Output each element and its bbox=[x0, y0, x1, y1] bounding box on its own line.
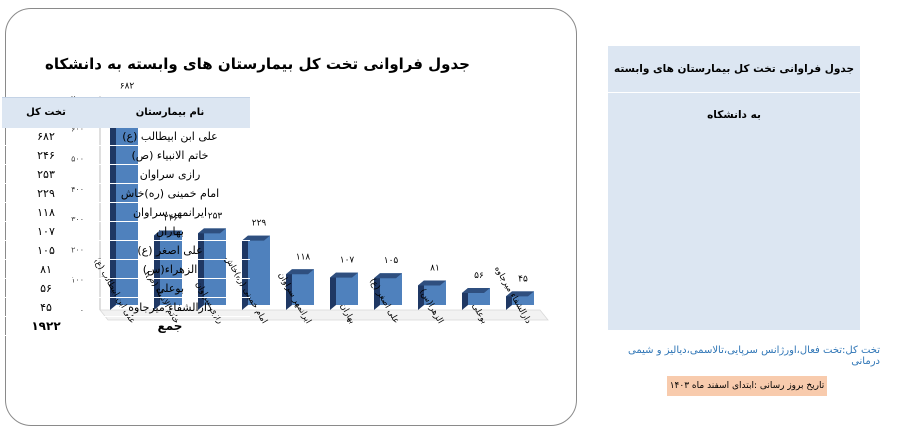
bar bbox=[336, 272, 358, 305]
update-date-note: تاریخ بروز رسانی :ابتدای اسفند ماه ۱۴۰۳ bbox=[667, 376, 827, 396]
footnote: تخت کل:تخت فعال،اورژانس سرپایی،تالاسمی،د… bbox=[628, 345, 880, 367]
bar-top bbox=[506, 291, 534, 297]
beds-count-cell: ۸۱ bbox=[2, 259, 90, 279]
bar bbox=[292, 269, 314, 305]
table-row: الزهراء(س) ۸۱ bbox=[2, 259, 250, 279]
bar-top bbox=[374, 273, 402, 279]
bar-value-label: ۱۰۵ bbox=[384, 256, 399, 266]
bar-top bbox=[330, 272, 358, 278]
hospital-name-cell: علی اصغر (ع) bbox=[90, 240, 250, 260]
table-row: دارالشفاء میرجاوه ۴۵ bbox=[2, 297, 250, 317]
bar-value-label: ۵۶ bbox=[474, 271, 484, 281]
bar-value-label: ۱۰۷ bbox=[340, 256, 355, 266]
total-label-cell: جمع bbox=[90, 316, 250, 336]
bar bbox=[424, 280, 446, 305]
beds-count-cell: ۵۶ bbox=[2, 278, 90, 298]
beds-count-cell: ۴۵ bbox=[2, 297, 90, 317]
hospital-name-cell: ایرانمهر سراوان bbox=[90, 202, 250, 222]
table-row: بوعلی ۵۶ bbox=[2, 278, 250, 298]
table-row: علی اصغر (ع) ۱۰۵ bbox=[2, 240, 250, 260]
beds-count-cell: ۲۲۹ bbox=[2, 183, 90, 203]
beds-table: علی ابن ابیطالب (ع) ۶۸۲ خاتم الانبیاء (ص) ۲… bbox=[2, 127, 250, 336]
table-row: بهاران ۱۰۷ bbox=[2, 221, 250, 241]
bar bbox=[380, 273, 402, 305]
beds-count-cell: ۱۰۷ bbox=[2, 221, 90, 241]
hospital-name-cell: بوعلی bbox=[90, 278, 250, 298]
bar-value-label: ۲۲۹ bbox=[252, 219, 267, 229]
chart-title: جدول فراوانی تخت کل بیمارستان های وابسته… bbox=[44, 55, 470, 73]
bar bbox=[248, 235, 270, 305]
bar-side bbox=[286, 269, 292, 310]
beds-count-cell: ۲۵۳ bbox=[2, 164, 90, 184]
hospital-name-cell: دارالشفاء میرجاوه bbox=[90, 297, 250, 317]
bar-top bbox=[462, 288, 490, 294]
bar-side bbox=[330, 272, 336, 310]
bar-value-label: ۶۸۲ bbox=[120, 81, 135, 91]
hospital-name-cell: امام خمینی (ره)خاش bbox=[90, 183, 250, 203]
bar-top bbox=[286, 269, 314, 275]
table-row: رازی سراوان ۲۵۳ bbox=[2, 164, 250, 184]
column-header-beds: تخت کل bbox=[26, 107, 66, 118]
beds-count-cell: ۲۴۶ bbox=[2, 145, 90, 165]
table-row: امام خمینی (ره)خاش ۲۲۹ bbox=[2, 183, 250, 203]
total-value-cell: ۱۹۲۲ bbox=[2, 316, 90, 336]
hospital-name-cell: علی ابن ابیطالب (ع) bbox=[90, 127, 250, 146]
bar-value-label: ۴۵ bbox=[518, 274, 528, 284]
hospital-name-cell: بهاران bbox=[90, 221, 250, 241]
beds-count-cell: ۶۸۲ bbox=[2, 127, 90, 146]
table-row: خاتم الانبیاء (ص) ۲۴۶ bbox=[2, 145, 250, 165]
hospital-name-cell: رازی سراوان bbox=[90, 164, 250, 184]
bar-value-label: ۸۱ bbox=[430, 263, 440, 273]
table-title: جدول فراوانی تخت کل بیمارستان های وابسته… bbox=[608, 46, 860, 121]
beds-count-cell: ۱۱۸ bbox=[2, 202, 90, 222]
beds-count-cell: ۱۰۵ bbox=[2, 240, 90, 260]
bar-side bbox=[374, 273, 380, 310]
table-header-row: نام بیمارستان تخت کل bbox=[2, 97, 250, 128]
data-table-panel: جدول فراوانی تخت کل بیمارستان های وابسته… bbox=[608, 46, 860, 330]
bar-side bbox=[418, 280, 424, 310]
hospital-name-cell: الزهراء(س) bbox=[90, 259, 250, 279]
hospital-name-cell: خاتم الانبیاء (ص) bbox=[90, 145, 250, 165]
table-row: علی ابن ابیطالب (ع) ۶۸۲ bbox=[2, 127, 250, 146]
column-header-name: نام بیمارستان bbox=[135, 107, 205, 118]
table-row: ایرانمهر سراوان ۱۱۸ bbox=[2, 202, 250, 222]
table-total-row: جمع ۱۹۲۲ bbox=[2, 316, 250, 336]
bar-side bbox=[462, 288, 468, 310]
bar-top bbox=[418, 280, 446, 286]
bar-value-label: ۱۱۸ bbox=[296, 252, 311, 262]
